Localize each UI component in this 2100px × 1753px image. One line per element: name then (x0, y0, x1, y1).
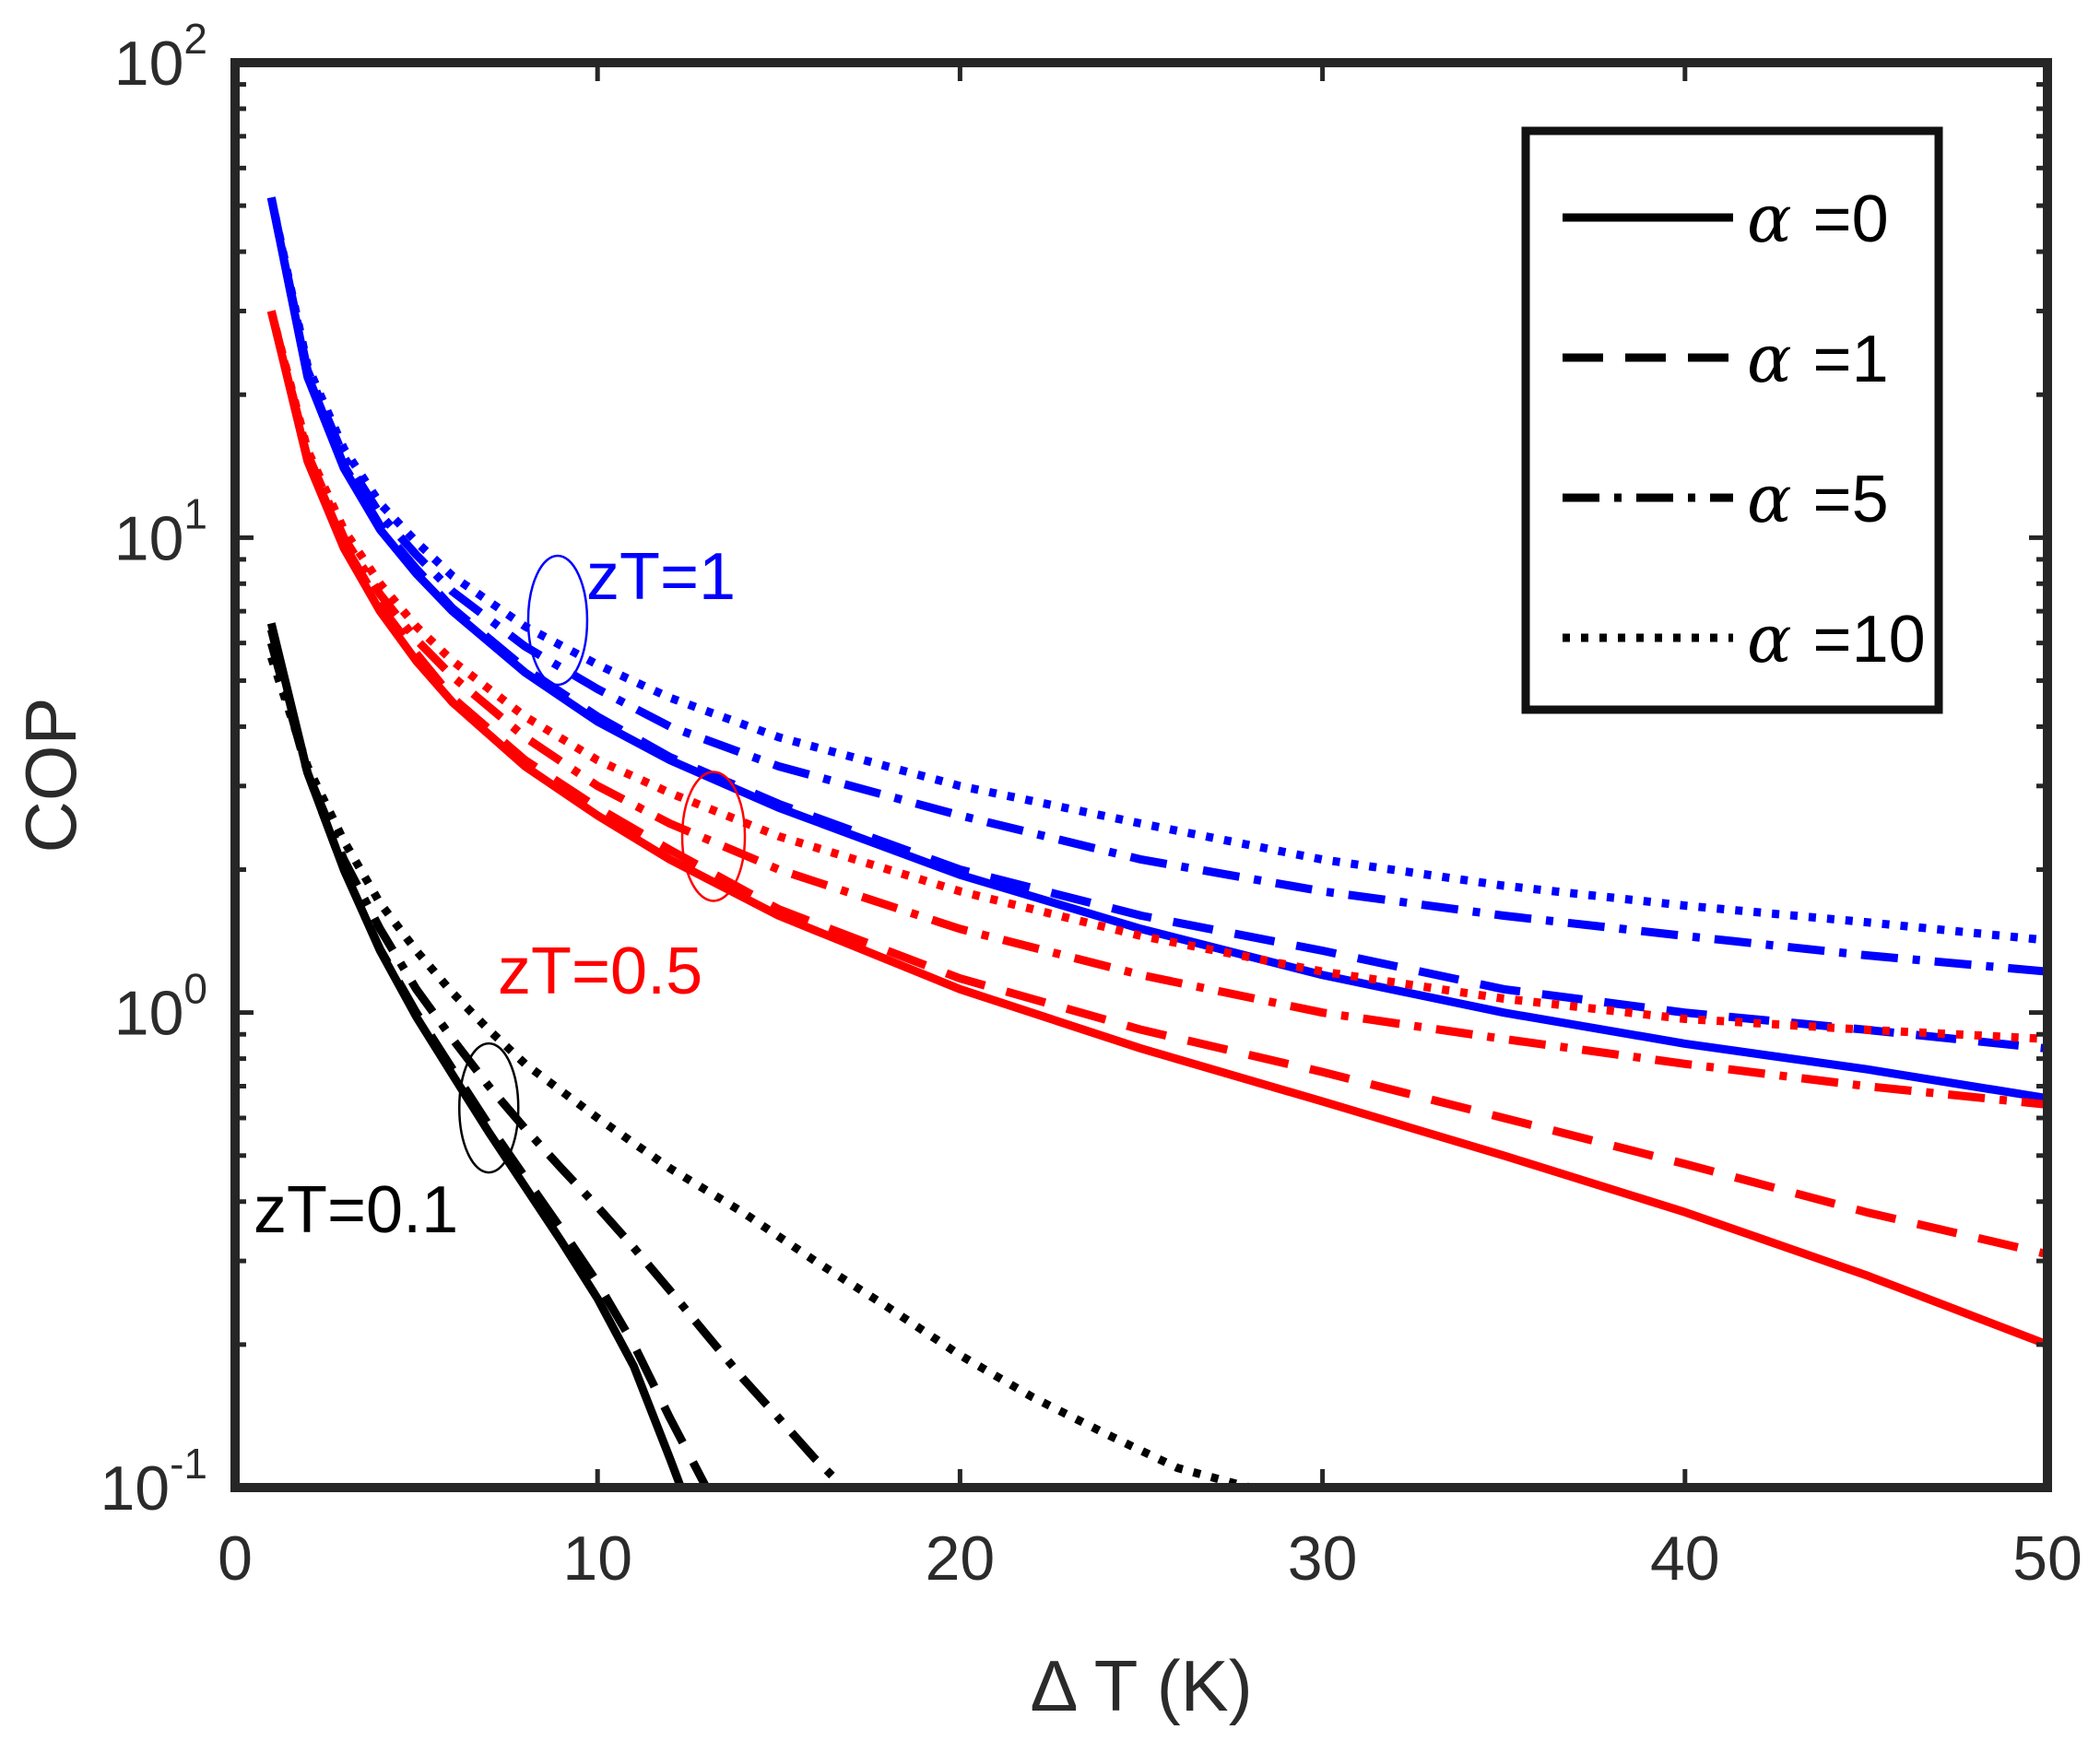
legend-value: =10 (1813, 603, 1926, 676)
y-tick-exponent: -1 (170, 1440, 207, 1488)
legend-label: α =10 (1747, 600, 1926, 677)
x-tick-label: 20 (926, 1524, 996, 1594)
legend-alpha-symbol: α (1747, 460, 1813, 537)
series-zt-0-5-alpha-5 (266, 310, 2047, 1109)
annotation-zt-0-1: zT=0.1 (254, 1173, 458, 1247)
legend-value: =0 (1813, 182, 1889, 256)
legend-alpha-symbol: α (1747, 600, 1813, 677)
series-zt-0-5-alpha-0 (266, 310, 2047, 1349)
x-axis-title: Δ T (K) (1030, 1645, 1252, 1726)
y-tick-exponent: 2 (183, 15, 207, 63)
x-tick-label: 40 (1650, 1524, 1720, 1594)
legend-entries: α =0α =1α =5α =10 (1563, 180, 1926, 677)
legend-value: =1 (1813, 323, 1889, 396)
legend-box (1521, 126, 1943, 714)
legend-label: α =1 (1747, 320, 1889, 397)
ellipse-zt-0-5 (680, 771, 747, 902)
series-zt-0-5-alpha-1 (266, 310, 2047, 1259)
legend-label: α =0 (1747, 180, 1889, 257)
legend-alpha-symbol: α (1747, 320, 1813, 397)
series-zt-0-1-alpha-1 (266, 629, 711, 1488)
x-tick-label: 10 (562, 1524, 632, 1594)
legend-value: =5 (1813, 463, 1889, 536)
axis-ticks (232, 60, 2050, 1490)
series-zt-1-alpha-1 (266, 196, 2047, 1053)
y-tick-exponent: 0 (183, 965, 207, 1013)
x-tick-labels: 0 10 20 30 40 50 (218, 1524, 2082, 1594)
y-tick-exponent: 1 (183, 489, 207, 537)
legend: α =0α =1α =5α =10 (1521, 126, 1943, 714)
y-tick-base: 10 (100, 1453, 170, 1524)
y-axis-title: COP (10, 697, 91, 853)
y-tick-base: 10 (114, 503, 184, 573)
plot-frame (230, 58, 2052, 1492)
annotation-zt-1: zT=1 (586, 540, 736, 614)
ellipse-zt-0-1 (457, 1041, 520, 1174)
series-zt-0-1-alpha-10 (267, 655, 1252, 1488)
series-zt-0-1-alpha-5 (266, 641, 847, 1488)
group-ellipses (457, 554, 747, 1174)
x-tick-label: 0 (218, 1524, 253, 1594)
legend-label: α =5 (1747, 460, 1889, 537)
y-tick-label: 100 (114, 965, 207, 1049)
y-tick-label: 102 (114, 15, 207, 99)
ellipse-zt-1 (526, 554, 589, 687)
annotation-zt-0-5: zT=0.5 (498, 935, 702, 1008)
y-tick-base: 10 (114, 29, 184, 99)
series-zt-1-alpha-5 (266, 196, 2047, 976)
y-tick-base: 10 (114, 979, 184, 1049)
x-tick-label: 50 (2012, 1524, 2082, 1594)
series-layer (266, 196, 2047, 1488)
y-tick-label: 10-1 (100, 1440, 207, 1524)
x-tick-label: 30 (1288, 1524, 1358, 1594)
y-tick-label: 101 (114, 489, 207, 573)
legend-alpha-symbol: α (1747, 180, 1813, 257)
